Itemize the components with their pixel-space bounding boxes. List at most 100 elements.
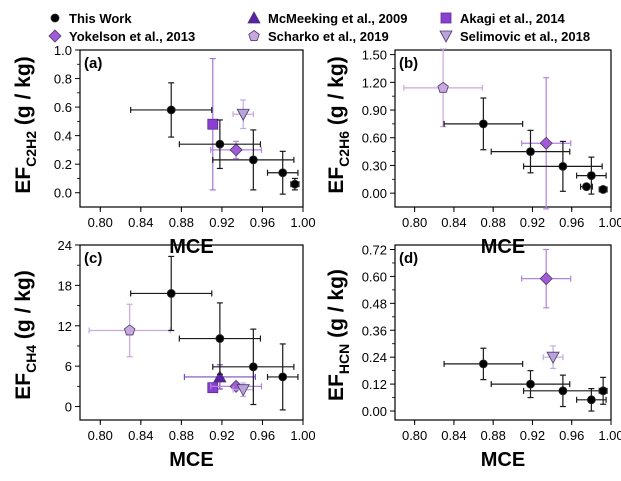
y-tick-label: 0.72 bbox=[362, 242, 387, 257]
circle-marker bbox=[290, 179, 300, 189]
data-point bbox=[403, 48, 483, 128]
triangle-down-marker-icon bbox=[439, 30, 453, 43]
y-axis-label-units: (g / kg) bbox=[325, 56, 348, 131]
x-tick-label: 1.00 bbox=[598, 215, 621, 230]
legend-label: Akagi et al., 2014 bbox=[460, 11, 566, 26]
pentagon-marker bbox=[437, 81, 449, 93]
data-point bbox=[266, 343, 299, 411]
series-selimovic-et-al-2018 bbox=[232, 382, 254, 398]
x-tick-label: 0.84 bbox=[441, 215, 466, 230]
y-tick-label: 0.00 bbox=[362, 404, 387, 419]
circle-marker bbox=[215, 139, 225, 149]
y-tick-label: 6 bbox=[65, 359, 72, 374]
x-tick-label: 0.80 bbox=[402, 215, 427, 230]
x-axis-label: MCE bbox=[169, 449, 213, 471]
panel-a: 0.80 0.84 0.88 0.92 0.96 1.00 0.0 0.2 0.4 0.6 0.8 1… bbox=[12, 43, 316, 258]
circle-marker bbox=[278, 168, 288, 178]
series-scharko-et-al-2019 bbox=[403, 48, 483, 128]
data-point bbox=[232, 99, 254, 130]
series-selimovic-et-al-2018 bbox=[542, 345, 564, 369]
x-axis-label: MCE bbox=[481, 449, 525, 471]
triangle-up-marker bbox=[213, 370, 227, 383]
x-tick-label: 0.92 bbox=[209, 428, 234, 443]
x-axis-label: MCE bbox=[169, 236, 213, 258]
y-axis-label-main: EF bbox=[325, 374, 348, 401]
y-tick-label: 18 bbox=[58, 278, 72, 293]
y-axis-label: EFHCN (g / kg) bbox=[325, 269, 352, 401]
x-tick-label: 1.00 bbox=[290, 428, 315, 443]
x-tick-label: 0.84 bbox=[441, 428, 466, 443]
y-tick-label: 0.12 bbox=[362, 377, 387, 392]
data-point bbox=[490, 370, 571, 399]
legend-item-scharko-et-al-2019: Scharko et al., 2019 bbox=[248, 29, 389, 44]
circle-marker bbox=[248, 362, 258, 372]
x-tick-label: 0.80 bbox=[88, 215, 113, 230]
x-tick-label: 0.96 bbox=[250, 215, 275, 230]
diamond-marker bbox=[539, 136, 553, 150]
y-axis-label: EFCH4 (g / kg) bbox=[12, 270, 39, 400]
x-tick-label: 0.92 bbox=[209, 215, 234, 230]
x-tick-label: 0.96 bbox=[250, 428, 275, 443]
circle-marker-icon bbox=[50, 13, 60, 23]
data-point bbox=[443, 347, 524, 381]
triangle-down-marker bbox=[546, 351, 560, 365]
y-axis-label-main: EF bbox=[325, 167, 348, 194]
y-tick-label: 0.4 bbox=[54, 129, 72, 144]
legend-item-yokelson-et-al-2013: Yokelson et al., 2013 bbox=[48, 29, 195, 44]
circle-marker bbox=[166, 105, 176, 115]
data-point bbox=[266, 150, 299, 195]
plot-frame bbox=[394, 244, 612, 421]
y-tick-label: 0.48 bbox=[362, 296, 387, 311]
y-tick-label: 0 bbox=[65, 400, 72, 415]
panel-c: 0.80 0.84 0.88 0.92 0.96 1.00 0 6 12 18 24 (c) MCE EF… bbox=[12, 238, 316, 471]
x-tick-label: 0.80 bbox=[402, 428, 427, 443]
data-point bbox=[130, 255, 213, 332]
y-tick-label: 0.2 bbox=[54, 157, 72, 172]
panels: 0.80 0.84 0.88 0.92 0.96 1.000.00.20.40.60.81… bbox=[12, 43, 621, 471]
circle-marker bbox=[586, 395, 596, 405]
x-tick-label: 0.92 bbox=[520, 428, 545, 443]
circle-marker bbox=[215, 334, 225, 343]
y-axis-label-units: (g / kg) bbox=[12, 56, 35, 131]
series-this-work bbox=[443, 97, 608, 195]
data-point bbox=[598, 376, 608, 405]
data-point bbox=[576, 387, 607, 412]
x-tick-label: 1.00 bbox=[598, 428, 621, 443]
circle-marker bbox=[248, 155, 258, 165]
x-axis-label: MCE bbox=[481, 236, 525, 258]
data-point bbox=[178, 119, 262, 170]
y-axis-label-main: EF bbox=[12, 373, 35, 400]
circle-marker bbox=[558, 161, 568, 171]
data-point bbox=[130, 82, 213, 138]
y-tick-label: 0.8 bbox=[54, 72, 72, 87]
panel-label: (c) bbox=[84, 250, 102, 267]
circle-marker bbox=[478, 119, 488, 129]
circle-marker bbox=[582, 182, 591, 192]
pentagon-marker-icon bbox=[248, 30, 260, 41]
legend-label: Scharko et al., 2019 bbox=[268, 29, 389, 44]
triangle-up-marker-icon bbox=[247, 11, 261, 24]
data-point bbox=[598, 185, 608, 194]
data-point bbox=[232, 382, 254, 398]
panel-label: (a) bbox=[84, 55, 102, 72]
legend: This Work McMeeking et al., 2009 Akagi et … bbox=[48, 11, 590, 44]
triangle-down-marker bbox=[236, 384, 250, 397]
legend-label: McMeeking et al., 2009 bbox=[268, 11, 407, 26]
y-axis-label: EFC2H2 (g / kg) bbox=[12, 56, 39, 193]
y-axis-label-units: (g / kg) bbox=[325, 269, 348, 344]
y-tick-label: 12 bbox=[58, 319, 72, 334]
circle-marker bbox=[586, 171, 596, 181]
legend-label: Yokelson et al., 2013 bbox=[69, 29, 195, 44]
circle-marker bbox=[278, 372, 288, 382]
data-point bbox=[523, 140, 603, 192]
series-akagi-et-al-2014 bbox=[207, 57, 219, 191]
x-tick-label: 0.88 bbox=[169, 428, 194, 443]
data-point bbox=[178, 302, 262, 375]
data-point bbox=[207, 382, 219, 394]
x-tick-label: 0.80 bbox=[88, 428, 113, 443]
x-tick-label: 0.88 bbox=[481, 428, 506, 443]
series-selimovic-et-al-2018 bbox=[232, 99, 254, 130]
y-tick-label: 0.24 bbox=[362, 350, 387, 365]
plot-frame bbox=[79, 244, 304, 421]
